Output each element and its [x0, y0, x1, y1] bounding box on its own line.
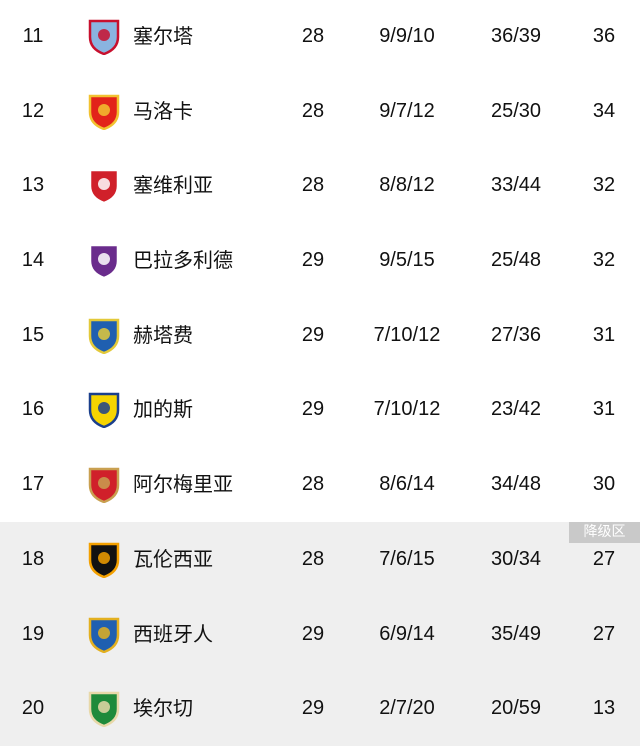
points: 31	[592, 323, 616, 346]
table-row[interactable]: 15 赫塔费 29 7/10/12 27/36 31	[0, 298, 640, 373]
goals-for-against: 36/39	[490, 25, 542, 47]
matches-played: 29	[301, 697, 325, 720]
matches-played: 29	[301, 323, 325, 346]
valencia-crest-icon	[88, 542, 120, 578]
goals-for-against: 30/34	[490, 547, 542, 570]
table-row[interactable]: 18 瓦伦西亚 28 7/6/15 30/34 27 降级区	[0, 521, 640, 597]
table-row[interactable]: 12 马洛卡 28 9/7/12 25/30 34	[0, 74, 640, 149]
points: 13	[592, 697, 616, 720]
team-name[interactable]: 塞尔塔	[133, 24, 193, 48]
goals-for-against: 35/49	[490, 622, 542, 645]
goals-for-against: 27/36	[490, 323, 542, 346]
mallorca-crest-icon	[88, 94, 120, 130]
rank: 17	[21, 473, 45, 496]
rank: 15	[21, 323, 45, 346]
elche-crest-icon	[88, 691, 120, 728]
table-row[interactable]: 17 阿尔梅里亚 28 8/6/14 34/48 30	[0, 447, 640, 522]
points: 32	[592, 249, 616, 272]
matches-played: 28	[301, 25, 325, 47]
points: 27	[592, 622, 616, 645]
win-draw-loss: 9/7/12	[379, 99, 435, 122]
matches-played: 28	[301, 99, 325, 122]
rank: 18	[21, 547, 45, 570]
espanyol-crest-icon	[88, 617, 120, 653]
points: 30	[592, 473, 616, 496]
matches-played: 28	[301, 547, 325, 570]
cadiz-crest-icon	[88, 393, 120, 429]
rank: 14	[21, 249, 45, 272]
win-draw-loss: 8/8/12	[379, 174, 435, 197]
win-draw-loss: 7/6/15	[379, 547, 435, 570]
matches-played: 29	[301, 249, 325, 272]
table-row[interactable]: 19 西班牙人 29 6/9/14 35/49 27	[0, 596, 640, 672]
matches-played: 29	[301, 398, 325, 421]
matches-played: 29	[301, 622, 325, 645]
matches-played: 28	[301, 473, 325, 496]
valladolid-crest-icon	[88, 243, 120, 280]
relegation-zone-label: 降级区	[569, 521, 640, 543]
matches-played: 28	[301, 174, 325, 197]
rank: 16	[21, 398, 45, 421]
team-name[interactable]: 塞维利亚	[133, 173, 213, 198]
team-name[interactable]: 巴拉多利德	[133, 248, 233, 273]
win-draw-loss: 2/7/20	[379, 697, 435, 720]
almeria-crest-icon	[88, 467, 120, 504]
team-name[interactable]: 阿尔梅里亚	[133, 472, 233, 497]
team-name[interactable]: 瓦伦西亚	[133, 546, 213, 571]
rank: 13	[21, 174, 45, 197]
goals-for-against: 34/48	[490, 473, 542, 496]
points: 31	[592, 398, 616, 421]
table-row[interactable]: 13 塞维利亚 28 8/8/12 33/44 32	[0, 148, 640, 223]
goals-for-against: 25/30	[490, 99, 542, 122]
rank: 12	[21, 99, 45, 122]
team-name[interactable]: 西班牙人	[133, 621, 213, 646]
points: 27	[592, 547, 616, 570]
win-draw-loss: 9/5/15	[379, 249, 435, 272]
table-row[interactable]: 11 塞尔塔 28 9/9/10 36/39 36	[0, 0, 640, 74]
rank: 11	[22, 25, 44, 47]
points: 32	[592, 174, 616, 197]
goals-for-against: 33/44	[490, 174, 542, 197]
rank: 19	[21, 622, 45, 645]
sevilla-crest-icon	[88, 169, 120, 205]
points: 36	[592, 25, 616, 47]
table-row[interactable]: 14 巴拉多利德 29 9/5/15 25/48 32	[0, 223, 640, 298]
win-draw-loss: 8/6/14	[379, 473, 435, 496]
points: 34	[592, 99, 616, 122]
table-row[interactable]: 16 加的斯 29 7/10/12 23/42 31	[0, 372, 640, 447]
goals-for-against: 25/48	[490, 249, 542, 272]
rank: 20	[21, 697, 45, 720]
getafe-crest-icon	[88, 318, 120, 354]
team-name[interactable]: 马洛卡	[133, 98, 193, 123]
team-name[interactable]: 加的斯	[133, 397, 193, 422]
win-draw-loss: 6/9/14	[379, 622, 435, 645]
celta-crest-icon	[88, 19, 120, 55]
goals-for-against: 20/59	[490, 697, 542, 720]
goals-for-against: 23/42	[490, 398, 542, 421]
team-name[interactable]: 赫塔费	[133, 322, 193, 347]
table-row[interactable]: 20 埃尔切 29 2/7/20 20/59 13	[0, 671, 640, 746]
team-name[interactable]: 埃尔切	[133, 696, 193, 721]
win-draw-loss: 7/10/12	[373, 398, 441, 421]
win-draw-loss: 9/9/10	[379, 25, 435, 47]
win-draw-loss: 7/10/12	[373, 323, 441, 346]
